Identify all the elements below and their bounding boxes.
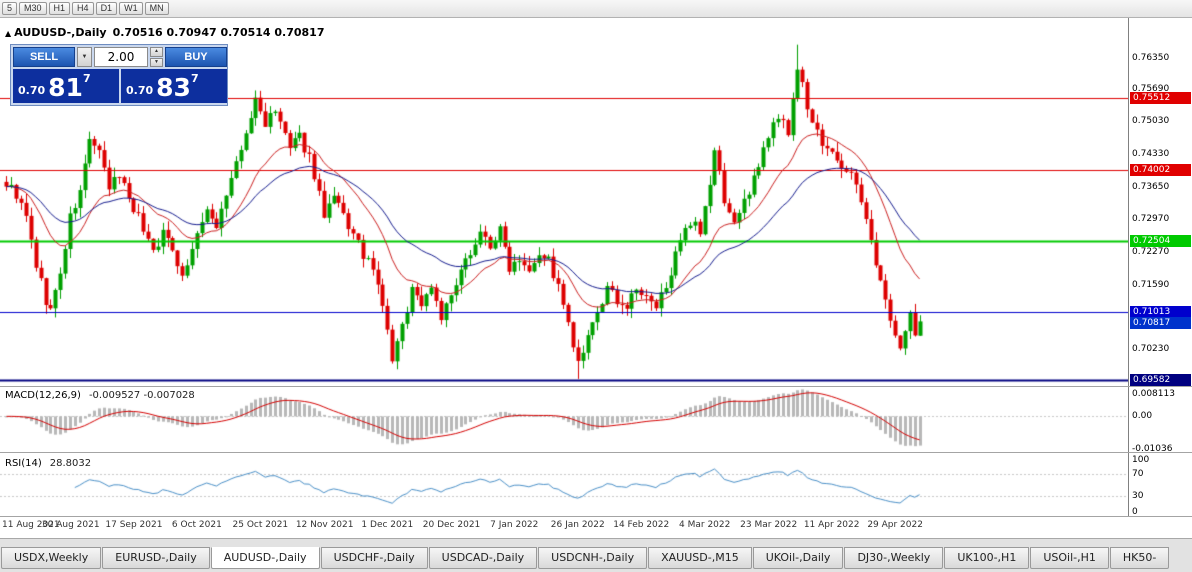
rsi-indicator-label: RSI(14) 28.8032 — [5, 458, 91, 469]
chart-tab[interactable]: USDCAD-,Daily — [428, 547, 538, 569]
volume-increase-button[interactable]: ▲ — [150, 47, 163, 57]
volume-stepper: ▲ ▼ — [150, 47, 163, 67]
date-axis-label: 26 Jan 2022 — [550, 520, 605, 530]
macd-axis-label: 0.008113 — [1132, 389, 1175, 399]
timeframe-button-M30[interactable]: M30 — [19, 2, 47, 15]
timeframe-button-5[interactable]: 5 — [2, 2, 18, 15]
macd-name: MACD(12,26,9) — [5, 390, 81, 401]
chart-tab[interactable]: USDX,Weekly — [1, 547, 102, 569]
volume-decrease-button[interactable]: ▼ — [150, 57, 163, 67]
chart-tab[interactable]: DJ30-,Weekly — [844, 547, 944, 569]
chart-tab[interactable]: UK100-,H1 — [944, 547, 1030, 569]
macd-axis-label: -0.01036 — [1132, 444, 1173, 455]
date-axis-label: 17 Sep 2021 — [105, 520, 163, 530]
sell-price-pipette: 7 — [82, 72, 91, 85]
chart-title: ▲ AUDUSD-,Daily 0.70516 0.70947 0.70514 0.… — [5, 26, 325, 39]
macd-values: -0.009527 -0.007028 — [88, 390, 195, 401]
buy-button[interactable]: BUY — [165, 47, 227, 67]
price-axis-tick: 0.76350 — [1132, 52, 1170, 63]
timeframe-button-H1[interactable]: H1 — [48, 2, 71, 15]
volume-input[interactable] — [94, 47, 148, 67]
price-axis-tick: 0.75690 — [1132, 84, 1170, 95]
chart-ohlc-readout: 0.70516 0.70947 0.70514 0.70817 — [112, 26, 325, 39]
date-axis-label: 14 Feb 2022 — [613, 520, 670, 530]
sell-price-display[interactable]: 0.70 81 7 — [13, 69, 119, 103]
axis-separator-line — [1128, 18, 1129, 516]
price-level-badge: 0.75512 — [1130, 91, 1191, 104]
sell-price-big-digits: 81 — [48, 73, 83, 102]
spin-down-icon: ▼ — [154, 58, 159, 65]
timeframe-button-MN[interactable]: MN — [144, 2, 169, 15]
volume-dropdown-icon: ▼ — [81, 54, 88, 60]
chart-tab[interactable]: HK50- — [1109, 547, 1170, 569]
chart-tab[interactable]: EURUSD-,Daily — [102, 547, 210, 569]
chart-symbol-label: AUDUSD-,Daily — [14, 26, 107, 39]
date-axis-label: 6 Oct 2021 — [171, 520, 222, 530]
current-price-badge: 0.70817 — [1130, 317, 1191, 330]
timeframe-button-H4[interactable]: H4 — [72, 2, 94, 15]
rsi-axis-label: 70 — [1132, 469, 1144, 480]
price-level-badge: 0.71013 — [1130, 306, 1191, 319]
panel-separator — [0, 516, 1192, 517]
macd-indicator-label: MACD(12,26,9) -0.009527 -0.007028 — [5, 390, 195, 401]
rsi-value: 28.8032 — [49, 458, 92, 469]
date-axis-label: 7 Jan 2022 — [490, 520, 539, 530]
chart-tab[interactable]: USDCNH-,Daily — [538, 547, 648, 569]
price-axis-tick: 0.70230 — [1132, 344, 1170, 355]
rsi-axis-label: 100 — [1132, 455, 1150, 465]
trade-quotes-row: 0.70 81 7 0.70 83 7 — [13, 69, 227, 103]
buy-price-pipette: 7 — [190, 72, 199, 85]
buy-price-display[interactable]: 0.70 83 7 — [121, 69, 227, 103]
sell-price-prefix: 0.70 — [18, 84, 46, 97]
price-axis-tick: 0.73650 — [1132, 181, 1170, 192]
buy-price-big-digits: 83 — [156, 73, 191, 102]
date-axis-label: 4 Mar 2022 — [679, 520, 731, 530]
price-axis-tick: 0.72970 — [1132, 213, 1170, 224]
spin-up-icon: ▲ — [154, 48, 159, 55]
chart-tab[interactable]: USOil-,H1 — [1030, 547, 1109, 569]
panel-separator[interactable] — [0, 386, 1192, 387]
trade-controls-row: SELL ▼ ▲ ▼ BUY — [13, 47, 227, 67]
volume-dropdown-button[interactable]: ▼ — [77, 47, 92, 67]
chart-tab[interactable]: USDCHF-,Daily — [320, 547, 428, 569]
chart-window: ▲ AUDUSD-,Daily 0.70516 0.70947 0.70514 0.… — [0, 18, 1192, 538]
date-axis-label: 11 Aug 2021 — [2, 520, 60, 530]
macd-axis-label: 0.00 — [1132, 411, 1153, 422]
date-axis-label: 11 Apr 2022 — [803, 520, 860, 530]
rsi-name: RSI(14) — [5, 458, 42, 469]
timeframe-button-D1[interactable]: D1 — [95, 2, 118, 15]
chart-tab[interactable]: UKOil-,Daily — [752, 547, 844, 569]
price-axis-tick: 0.74330 — [1132, 149, 1170, 160]
timeframe-toolbar: 5 M30 H1 H4 D1 W1 MN — [0, 0, 1192, 18]
date-axis-label: 29 Apr 2022 — [867, 520, 923, 530]
one-click-panel-toggle-icon[interactable]: ▲ — [5, 29, 12, 38]
sell-button[interactable]: SELL — [13, 47, 75, 67]
date-axis-label: 25 Oct 2021 — [232, 520, 289, 530]
timeframe-button-W1[interactable]: W1 — [119, 2, 143, 15]
date-axis-label: 30 Aug 2021 — [41, 520, 100, 530]
price-axis-tick: 0.72270 — [1132, 247, 1170, 258]
panel-separator[interactable] — [0, 452, 1192, 453]
price-level-badge: 0.72504 — [1130, 235, 1191, 248]
chart-tab[interactable]: AUDUSD-,Daily — [210, 547, 320, 569]
rsi-axis-label: 0 — [1132, 507, 1138, 518]
price-axis-tick: 0.75030 — [1132, 115, 1170, 126]
price-level-badge: 0.69582 — [1130, 374, 1191, 387]
date-axis-label: 12 Nov 2021 — [295, 520, 354, 530]
chart-tabs: USDX,Weekly EURUSD-,Daily AUDUSD-,Daily USD… — [1, 546, 1192, 569]
buy-price-prefix: 0.70 — [126, 84, 154, 97]
date-axis-label: 20 Dec 2021 — [422, 520, 481, 530]
price-axis[interactable]: 0.76350 0.75690 0.75030 0.74330 0.73650 0.729… — [1129, 18, 1192, 518]
date-axis[interactable]: 11 Aug 2021 30 Aug 2021 17 Sep 2021 6 Oct 2… — [0, 518, 1128, 536]
price-level-badge: 0.74002 — [1130, 163, 1191, 176]
chart-tabs-bar: USDX,Weekly EURUSD-,Daily AUDUSD-,Daily USD… — [0, 538, 1192, 572]
chart-tab[interactable]: XAUUSD-,M15 — [648, 547, 752, 569]
date-axis-label: 23 Mar 2022 — [740, 520, 798, 530]
price-axis-tick: 0.71590 — [1132, 279, 1170, 290]
date-axis-label: 1 Dec 2021 — [361, 520, 414, 530]
one-click-trading-panel: SELL ▼ ▲ ▼ BUY 0.70 81 7 0.70 83 7 — [10, 44, 228, 106]
rsi-axis-label: 30 — [1132, 490, 1144, 501]
